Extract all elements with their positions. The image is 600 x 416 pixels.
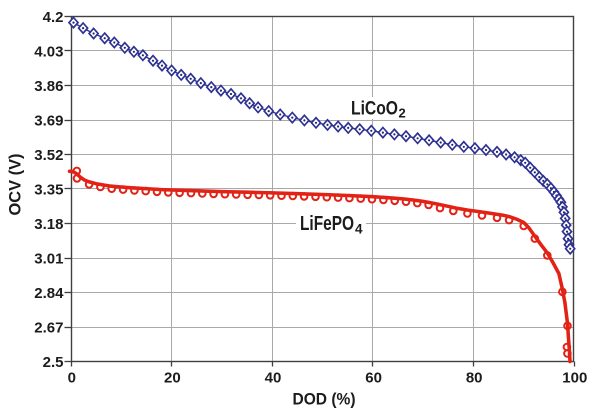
svg-text:2.84: 2.84	[34, 285, 64, 302]
svg-text:60: 60	[365, 370, 382, 387]
svg-text:3.52: 3.52	[34, 147, 63, 164]
svg-text:3.01: 3.01	[34, 251, 63, 268]
svg-text:3.18: 3.18	[34, 216, 63, 233]
svg-text:2.67: 2.67	[34, 320, 63, 337]
svg-text:4.03: 4.03	[34, 44, 63, 61]
svg-text:OCV (V): OCV (V)	[6, 154, 25, 216]
svg-text:2.5: 2.5	[43, 354, 64, 371]
svg-text:20: 20	[164, 370, 181, 387]
svg-text:LiCoO: LiCoO	[351, 98, 398, 120]
svg-text:40: 40	[265, 370, 282, 387]
svg-text:DOD (%): DOD (%)	[293, 390, 356, 409]
svg-text:3.69: 3.69	[34, 113, 63, 130]
svg-text:LiFePO: LiFePO	[300, 213, 354, 235]
svg-text:2: 2	[399, 106, 406, 121]
svg-text:3.35: 3.35	[34, 182, 63, 199]
svg-text:4: 4	[355, 222, 363, 237]
svg-text:100: 100	[562, 370, 587, 387]
svg-text:4.2: 4.2	[43, 9, 64, 26]
svg-text:3.86: 3.86	[34, 78, 63, 95]
svg-text:0: 0	[68, 370, 76, 387]
svg-text:80: 80	[466, 370, 483, 387]
